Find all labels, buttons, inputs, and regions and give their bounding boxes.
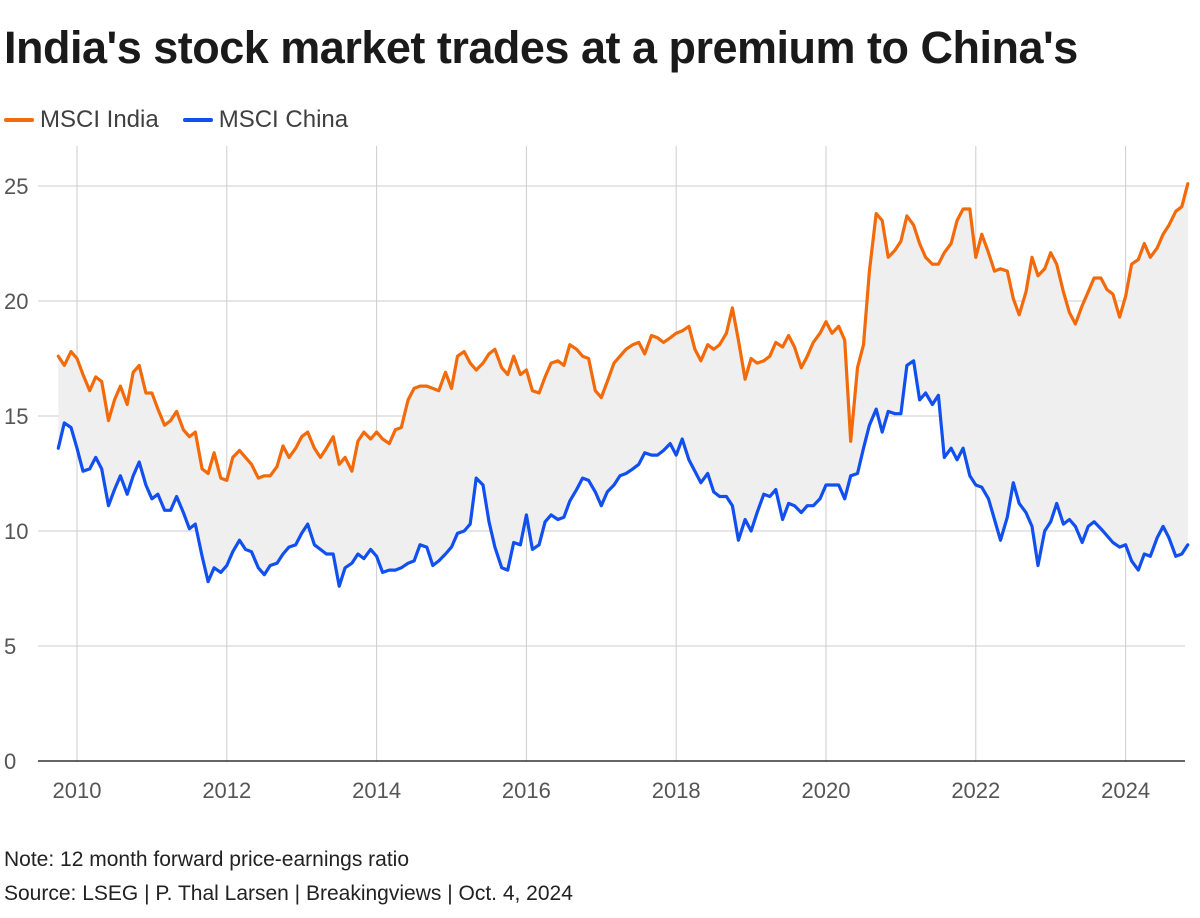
legend-swatch-msci-india bbox=[4, 118, 34, 122]
chart-title: India's stock market trades at a premium… bbox=[4, 22, 1078, 73]
x-tick-label-2012: 2012 bbox=[202, 778, 251, 803]
line-chart: 2010 2012 2014 2016 2018 2020 2022 2024 0 5 10 15 20… bbox=[4, 146, 1190, 803]
legend-item-msci-china: MSCI China bbox=[182, 106, 349, 134]
y-tick-label-15: 15 bbox=[4, 404, 28, 429]
chart-legend: MSCI India MSCI China bbox=[4, 106, 372, 134]
chart-note: Note: 12 month forward price-earnings ra… bbox=[4, 848, 410, 871]
x-tick-label-2014: 2014 bbox=[352, 778, 401, 803]
y-tick-label-0: 0 bbox=[4, 749, 16, 774]
x-tick-label-2022: 2022 bbox=[951, 778, 1000, 803]
y-tick-label-10: 10 bbox=[4, 519, 28, 544]
legend-label-msci-china: MSCI China bbox=[218, 106, 349, 133]
x-tick-label-2010: 2010 bbox=[53, 778, 102, 803]
legend-label-msci-india: MSCI India bbox=[40, 106, 159, 133]
y-tick-label-25: 25 bbox=[4, 174, 28, 199]
y-tick-label-20: 20 bbox=[4, 289, 28, 314]
premium-shaded-area bbox=[58, 183, 1188, 587]
chart-source: Source: LSEG | P. Thal Larsen | Breaking… bbox=[4, 882, 573, 905]
x-tick-label-2020: 2020 bbox=[802, 778, 851, 803]
y-tick-label-5: 5 bbox=[4, 634, 16, 659]
legend-swatch-msci-china bbox=[182, 118, 213, 122]
x-tick-label-2024: 2024 bbox=[1101, 778, 1150, 803]
series-line-msci-china bbox=[56, 359, 1190, 588]
x-tick-label-2018: 2018 bbox=[652, 778, 701, 803]
x-tick-label-2016: 2016 bbox=[502, 778, 551, 803]
series-line-msci-india bbox=[56, 182, 1190, 482]
legend-item-msci-india: MSCI India bbox=[4, 106, 159, 134]
